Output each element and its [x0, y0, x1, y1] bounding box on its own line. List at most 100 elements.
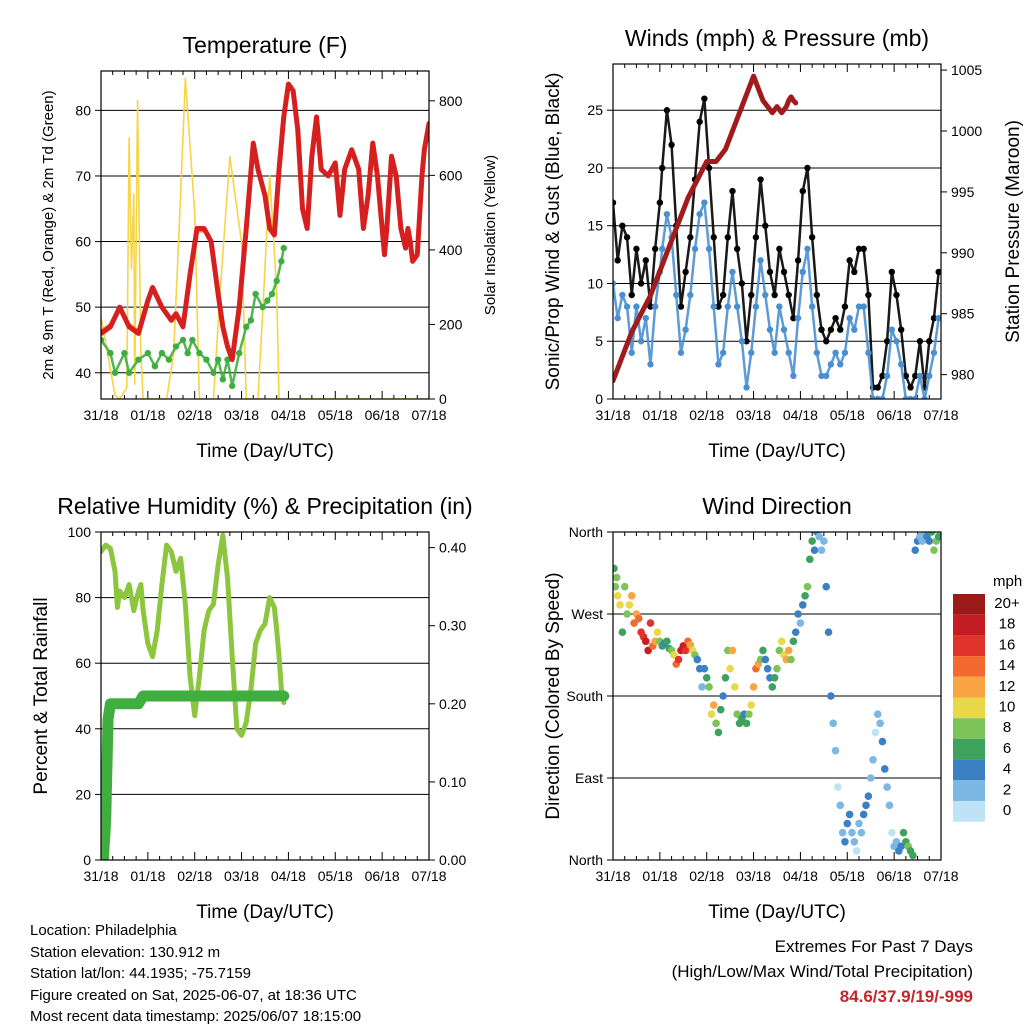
- direction-point: [880, 765, 889, 773]
- direction-point: [892, 837, 901, 846]
- direction-point: [834, 783, 842, 791]
- extremes-values: 84.6/37.9/19/-999: [839, 987, 973, 1006]
- colorbar-swatch: [953, 614, 985, 636]
- colorbar-label: 0: [1003, 802, 1011, 819]
- winds-xtick-label: 04/18: [783, 407, 818, 423]
- direction-point: [693, 655, 702, 664]
- direction-xtick-label: 06/18: [877, 868, 912, 884]
- temperature-ytick-label: 60: [75, 234, 91, 250]
- direction-point: [681, 646, 690, 655]
- direction-point: [670, 651, 678, 659]
- station-elevation: Station elevation: 130.912 m: [30, 943, 221, 961]
- colorbar-swatch: [953, 801, 985, 822]
- direction-point: [770, 673, 779, 682]
- temperature-xtick-label: 07/18: [411, 407, 446, 423]
- winds-y2tick-label: 990: [951, 245, 975, 261]
- direction-point: [630, 619, 638, 627]
- humidity-ytick-label: 40: [75, 721, 91, 737]
- direction-point: [726, 664, 734, 673]
- direction-point: [777, 637, 786, 646]
- winds-line-wind: [613, 201, 940, 399]
- winds-xtick-label: 02/18: [689, 407, 724, 423]
- direction-point: [698, 683, 706, 691]
- direction-point: [869, 755, 877, 764]
- humidity-ytick-label: 100: [68, 524, 92, 540]
- direction-point: [909, 851, 917, 860]
- extremes-subtitle: (High/Low/Max Wind/Total Precipitation): [671, 962, 973, 981]
- direction-point: [864, 792, 873, 801]
- winds-series-gust: [613, 95, 941, 391]
- direction-point: [831, 746, 840, 755]
- humidity-y2tick-label: 0.00: [439, 852, 466, 868]
- direction-ytick-label: South: [566, 688, 603, 704]
- winds-ytick-label: 5: [595, 333, 603, 349]
- humidity-xtick-label: 04/18: [271, 868, 306, 884]
- humidity-xtick-label: 02/18: [177, 868, 212, 884]
- winds-line-pressure: [613, 73, 799, 384]
- temperature-xtick-label: 03/18: [224, 407, 259, 423]
- direction-point: [768, 683, 777, 691]
- direction-ytick-label: East: [575, 770, 603, 786]
- direction-point: [794, 610, 802, 618]
- station-info: Location: Philadelphia Station elevation…: [30, 920, 361, 1028]
- direction-xtick-label: 02/18: [689, 868, 724, 884]
- direction-point: [731, 683, 739, 691]
- direction-point: [644, 646, 652, 655]
- direction-point: [806, 555, 814, 564]
- direction-point: [852, 847, 861, 855]
- humidity-xtick-label: 05/18: [318, 868, 353, 884]
- temperature-y2tick-label: 600: [439, 167, 463, 183]
- colorbar-label: 8: [1003, 719, 1011, 736]
- direction-point: [742, 719, 751, 728]
- direction-xtick-label: 04/18: [783, 868, 818, 884]
- direction-point: [747, 701, 756, 709]
- temperature-ylabel: 2m & 9m T (Red, Orange) & 2m Td (Green): [40, 90, 57, 379]
- temperature-xtick-label: 31/18: [83, 407, 118, 423]
- humidity-y2tick-label: 0.10: [439, 774, 466, 790]
- temperature-y2label: Solar Insolation (Yellow): [482, 155, 499, 315]
- direction-point: [899, 828, 908, 837]
- winds-xlabel: Time (Day/UTC): [708, 441, 846, 462]
- direction-point: [820, 537, 828, 545]
- colorbar-swatch: [953, 718, 985, 739]
- colorbar-swatch: [953, 780, 985, 801]
- temperature-ytick-label: 40: [75, 365, 91, 381]
- humidity-y2tick-label: 0.40: [439, 540, 466, 556]
- direction-point: [733, 710, 741, 719]
- temperature-xtick-label: 02/18: [177, 407, 212, 423]
- winds-ytick-label: 20: [587, 160, 603, 176]
- direction-point: [836, 801, 845, 810]
- winds-y2tick-label: 1005: [951, 62, 982, 78]
- direction-point: [761, 655, 770, 664]
- direction-point: [709, 701, 718, 709]
- station-latlon: Station lat/lon: 44.1935; -75.7159: [30, 965, 252, 982]
- direction-point: [845, 810, 854, 819]
- direction-panel: Wind Direction Time (Day/UTC) Direction (C…: [543, 493, 959, 923]
- winds-series-wind: [613, 199, 941, 399]
- temperature-y2tick-label: 0: [439, 391, 447, 407]
- direction-point: [620, 582, 629, 591]
- temperature-xlabel: Time (Day/UTC): [196, 441, 334, 462]
- direction-point: [808, 537, 816, 545]
- colorbar-swatch: [953, 676, 985, 698]
- colorbar-label: 2: [1003, 781, 1011, 798]
- humidity-ytick-label: 80: [75, 590, 91, 606]
- winds-xtick-label: 07/18: [923, 407, 958, 423]
- direction-point: [934, 532, 941, 541]
- direction-point: [716, 705, 725, 714]
- humidity-ytick-label: 60: [75, 655, 91, 671]
- direction-point: [773, 664, 781, 673]
- temperature-ytick-label: 70: [75, 168, 91, 184]
- direction-point: [787, 655, 795, 664]
- direction-point: [634, 614, 643, 623]
- humidity-ytick-label: 0: [83, 852, 91, 868]
- direction-point: [810, 546, 819, 555]
- colorbar-label: 10: [999, 699, 1016, 716]
- direction-point: [829, 719, 838, 728]
- direction-point: [791, 628, 800, 637]
- direction-frame: [612, 531, 942, 861]
- humidity-xlabel: Time (Day/UTC): [196, 902, 334, 923]
- direction-point: [712, 719, 720, 728]
- winds-line-gust: [613, 97, 940, 389]
- temperature-panel: Temperature (F) Time (Day/UTC) 2m & 9m T (…: [40, 32, 499, 462]
